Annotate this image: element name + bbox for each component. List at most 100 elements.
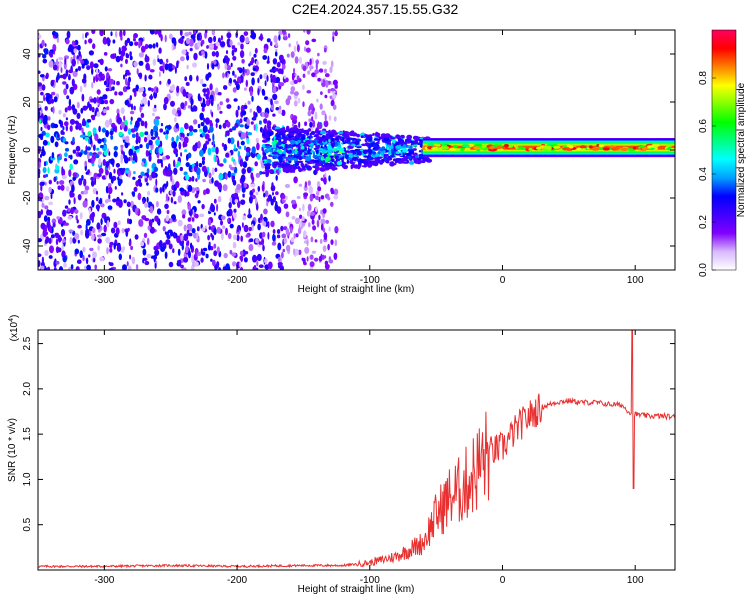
heatmap-cell — [415, 160, 422, 165]
heatmap-cell — [40, 265, 45, 270]
heatmap-cell — [332, 93, 337, 99]
heatmap-cell — [38, 168, 41, 176]
heatmap-cell — [356, 133, 360, 138]
heatmap-cell — [96, 89, 101, 95]
heatmap-cell — [202, 247, 208, 252]
heatmap-cell — [225, 227, 228, 236]
heatmap-cell — [194, 193, 199, 199]
heatmap-cell — [333, 194, 339, 200]
heatmap-cell — [227, 170, 232, 178]
heatmap-cell — [311, 116, 314, 122]
heatmap-cell — [252, 188, 255, 193]
heatmap-cell — [309, 254, 314, 260]
heatmap-cell — [307, 70, 311, 75]
heatmap-cell — [377, 140, 380, 143]
heatmap-cell — [269, 169, 274, 174]
heatmap-cell — [372, 151, 377, 155]
heatmap-cell — [207, 243, 211, 251]
heatmap-cell — [229, 197, 233, 203]
heatmap-cell — [319, 103, 323, 110]
heatmap-cell — [54, 232, 59, 237]
heatmap-cell — [64, 152, 68, 158]
heatmap-cell — [374, 159, 378, 163]
svg-text:(x104): (x104) — [8, 315, 20, 342]
heatmap-cell — [63, 242, 66, 247]
heatmap-cell — [150, 226, 155, 234]
heatmap-cell — [234, 81, 239, 86]
heatmap-cell — [106, 220, 110, 228]
heatmap-cell — [94, 264, 97, 270]
x-tick-label: -300 — [94, 275, 114, 286]
heatmap-cell — [213, 250, 218, 257]
heatmap-cell — [267, 261, 273, 270]
heatmap-cell — [259, 74, 263, 80]
heatmap-cell — [367, 163, 372, 168]
heatmap-cell — [369, 143, 372, 149]
heatmap-cell — [316, 98, 319, 103]
heatmap-cell — [166, 180, 169, 187]
heatmap-cell — [280, 225, 284, 232]
heatmap-cell — [45, 132, 50, 138]
heatmap-cell — [139, 131, 145, 138]
heatmap-cell — [100, 203, 105, 208]
heatmap-cell — [279, 159, 283, 164]
heatmap-cell — [231, 197, 237, 205]
heatmap-cell — [80, 59, 85, 64]
heatmap-cell — [177, 259, 182, 264]
heatmap-cell — [162, 226, 166, 232]
heatmap-cell — [103, 150, 108, 156]
heatmap-cell — [308, 118, 312, 122]
heatmap-cell — [317, 77, 321, 82]
heatmap-cell — [306, 238, 309, 247]
heatmap-cell — [185, 91, 190, 99]
heatmap-cell — [135, 155, 138, 163]
heatmap-cell — [116, 108, 120, 115]
heatmap-cell — [107, 205, 113, 210]
y-tick-label: 1.0 — [22, 472, 33, 486]
heatmap-cell — [38, 260, 41, 268]
heatmap-cell — [283, 75, 287, 80]
heatmap-cell — [180, 152, 183, 157]
heatmap-cell — [266, 75, 269, 82]
heatmap-cell — [110, 53, 115, 59]
heatmap-cell — [324, 165, 328, 170]
heatmap-cell — [211, 177, 214, 184]
spectrogram-ylabel: Frequency (Hz) — [7, 116, 18, 185]
heatmap-cell — [265, 169, 270, 177]
heatmap-cell — [104, 66, 108, 72]
heatmap-cell — [238, 145, 242, 150]
heatmap-cell — [56, 216, 61, 220]
heatmap-cell — [407, 155, 412, 160]
heatmap-cell — [323, 120, 329, 128]
heatmap-cell — [334, 140, 338, 143]
heatmap-cell — [115, 163, 120, 168]
heatmap-cell — [62, 255, 67, 263]
heatmap-cell — [79, 85, 83, 93]
heatmap-cell — [38, 133, 44, 139]
heatmap-cell — [290, 237, 295, 243]
heatmap-cell — [279, 265, 284, 270]
heatmap-cell — [247, 132, 253, 136]
heatmap-cell — [259, 170, 263, 175]
heatmap-cell — [76, 112, 81, 119]
heatmap-cell — [120, 63, 123, 68]
heatmap-cell — [351, 137, 358, 141]
heatmap-cell — [515, 146, 519, 150]
heatmap-cell — [47, 166, 50, 174]
heatmap-cell — [44, 48, 49, 55]
heatmap-cell — [43, 161, 47, 167]
snr-xlabel: Height of straight line (km) — [298, 584, 415, 595]
heatmap-cell — [97, 138, 102, 144]
heatmap-cell — [247, 100, 251, 105]
heatmap-cell — [331, 166, 336, 171]
heatmap-cell — [322, 245, 327, 253]
heatmap-cell — [234, 122, 239, 128]
heatmap-cell — [158, 71, 161, 78]
heatmap-cell — [87, 169, 90, 174]
heatmap-cell — [273, 100, 279, 105]
heatmap-cell — [81, 120, 87, 126]
heatmap-cell — [277, 242, 282, 251]
heatmap-cell — [168, 261, 174, 268]
heatmap-cell — [315, 195, 320, 201]
heatmap-cell — [330, 60, 334, 68]
